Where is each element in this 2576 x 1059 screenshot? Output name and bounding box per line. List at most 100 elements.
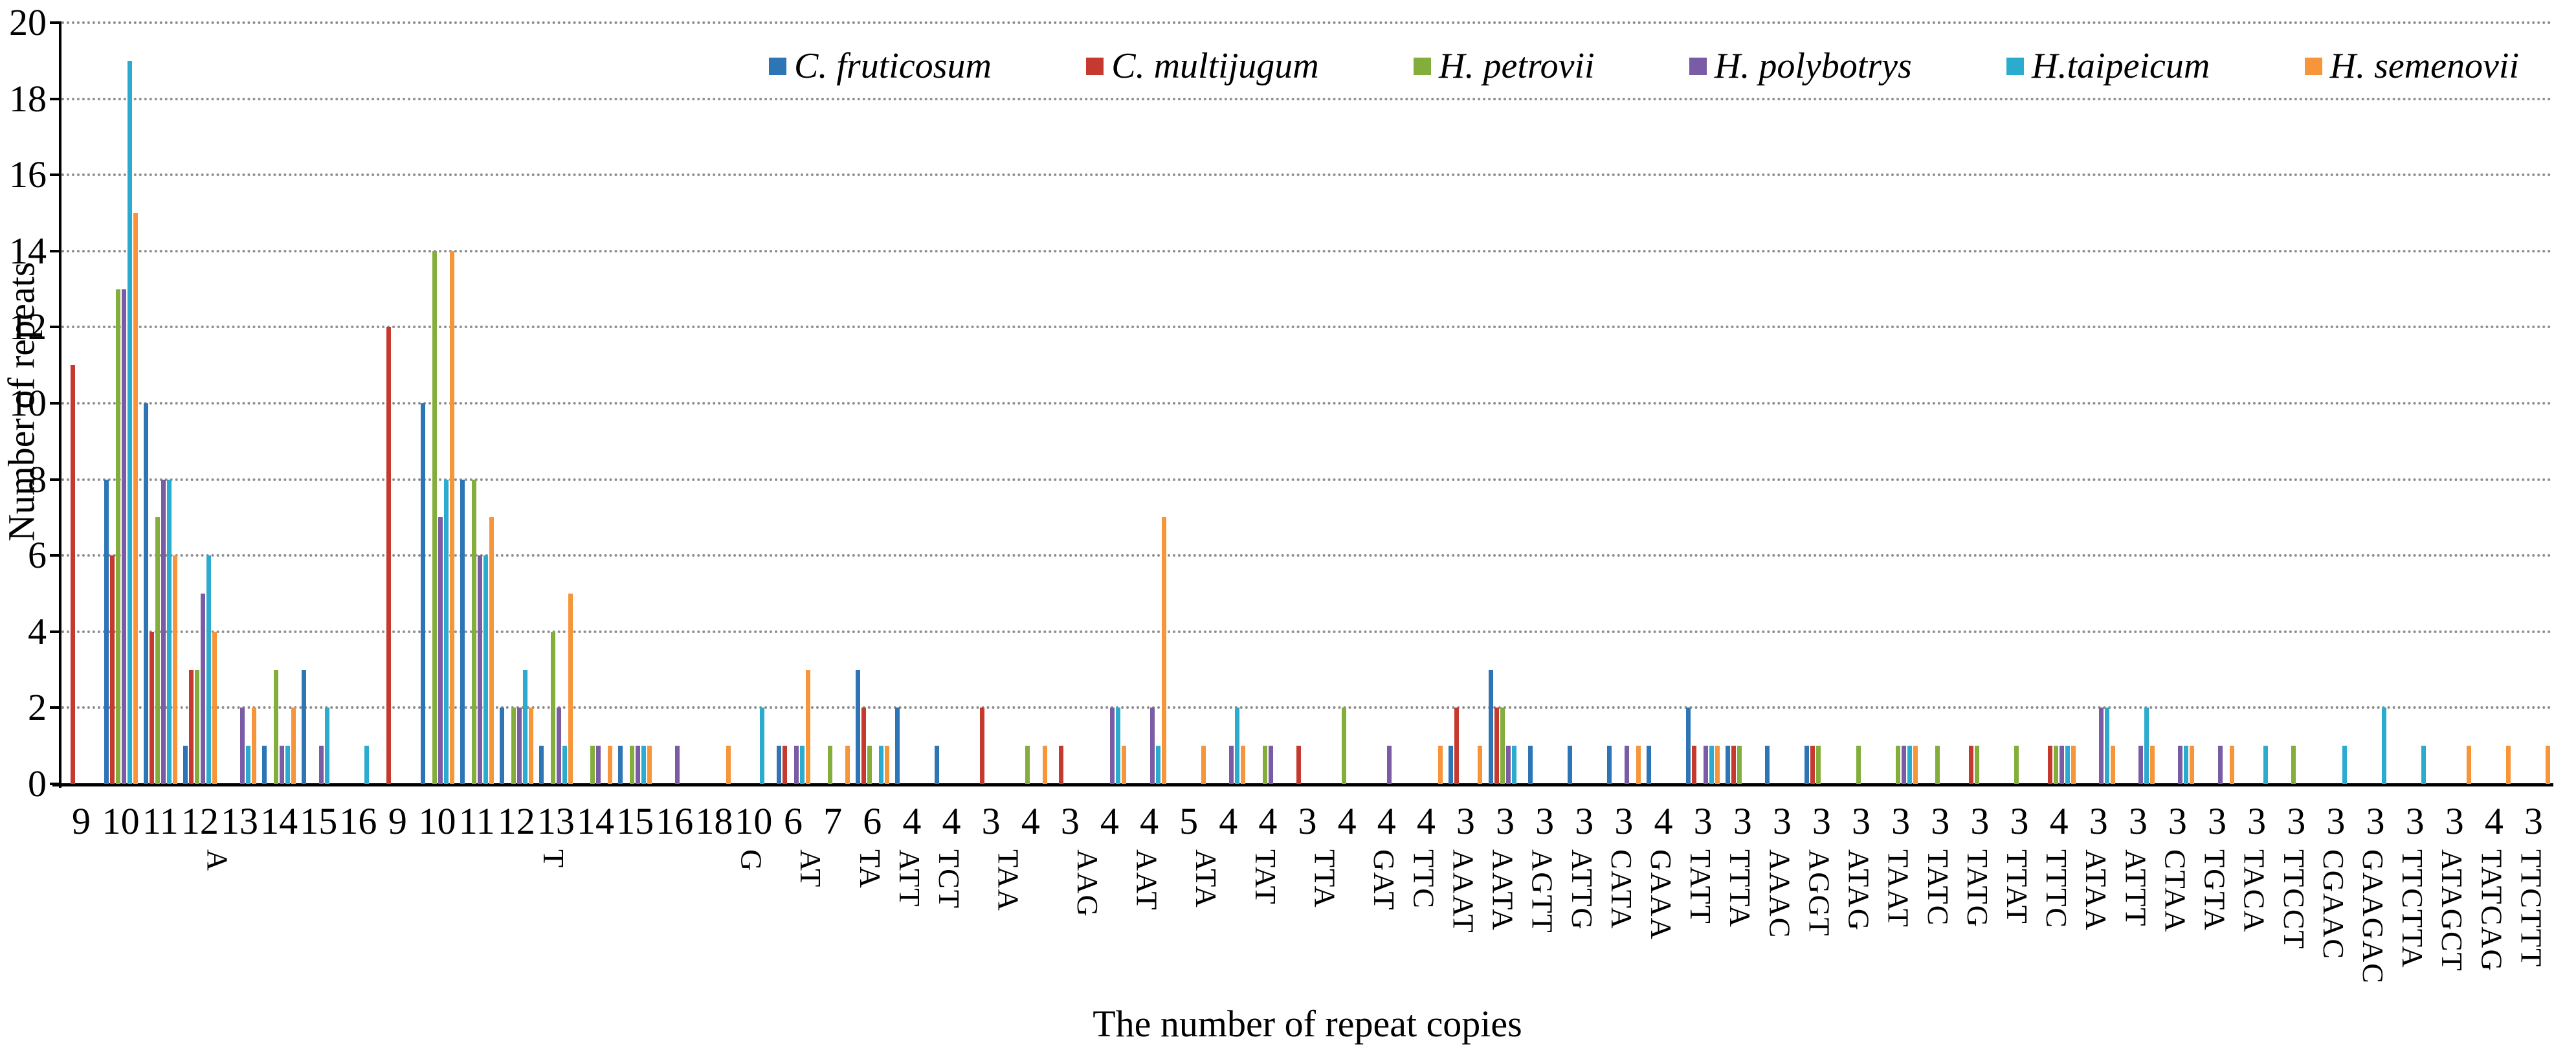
x-copy-number-label: 16 <box>656 800 694 842</box>
x-motif-label-TTCTTT: TTCTTT <box>2515 849 2548 968</box>
x-copy-number-label: 3 <box>1456 800 1475 842</box>
x-copy-number-label: 3 <box>1614 800 1634 842</box>
x-motif-label-AGGT: AGGT <box>1803 849 1836 937</box>
bar-H.-semenovii <box>726 746 731 784</box>
bar-H.-polybotrys <box>319 746 324 784</box>
bar-H.-semenovii <box>2506 746 2511 784</box>
bar-group-TTCTTA-3 <box>2395 23 2435 784</box>
bar-C.-fruticosum <box>1606 746 1612 784</box>
bar-H.-polybotrys <box>2060 746 2065 784</box>
bar-C.-fruticosum <box>776 746 781 784</box>
x-motif-label-CGAAC: CGAAC <box>2316 849 2350 961</box>
x-axis-title: The number of repeat copies <box>1093 1003 1522 1045</box>
bar-H.taipeicum <box>2065 746 2071 784</box>
bar-C.-fruticosum <box>302 669 307 784</box>
bar-group-A-11 <box>140 23 180 784</box>
bar-group-TTCTTT-3 <box>2514 23 2553 784</box>
bar-group-T-13 <box>536 23 575 784</box>
x-copy-number-label: 9 <box>72 800 91 842</box>
y-tick <box>50 554 60 557</box>
x-copy-number-label: 6 <box>863 800 882 842</box>
legend-item-H.-polybotrys: H. polybotrys <box>1689 48 1912 84</box>
bar-H.-semenovii <box>1161 517 1166 784</box>
gridline <box>61 630 2553 633</box>
y-axis-line <box>59 21 61 788</box>
bar-H.-semenovii <box>1122 746 1127 784</box>
bar-group-TACA-3 <box>2237 23 2276 784</box>
bar-C.-fruticosum <box>262 746 267 784</box>
x-motif-label-TAT: TAT <box>1249 849 1282 906</box>
legend-item-H.taipeicum: H.taipeicum <box>2006 48 2210 84</box>
bar-H.taipeicum <box>1116 708 1121 784</box>
x-motif-label-GAAGAC: GAAGAC <box>2357 849 2390 985</box>
bar-H.-semenovii <box>172 555 177 784</box>
x-motif-label-TGTA: TGTA <box>2198 849 2232 931</box>
bar-group-TTA-3 <box>1287 23 1327 784</box>
x-motif-label-ATAA: ATAA <box>2080 849 2113 931</box>
bar-H.-petrovii <box>1342 708 1347 784</box>
bar-H.-semenovii <box>2546 746 2551 784</box>
bar-group-T-9 <box>378 23 417 784</box>
bar-group-AGTT-3 <box>1525 23 1564 784</box>
x-copy-number-label: 6 <box>784 800 803 842</box>
bar-C.-multijugum <box>1968 746 1973 784</box>
x-copy-number-label: 3 <box>2168 800 2187 842</box>
bar-H.taipeicum <box>483 555 488 784</box>
bar-H.-petrovii <box>155 517 160 784</box>
bar-group-TAA-3 <box>972 23 1011 784</box>
bar-H.-polybotrys <box>161 479 166 784</box>
x-motif-label-G: G <box>735 849 768 873</box>
gridline <box>61 554 2553 557</box>
bar-group-A-16 <box>339 23 378 784</box>
bar-H.-petrovii <box>630 746 635 784</box>
legend-swatch <box>2304 57 2322 75</box>
x-motif-label-AATA: AATA <box>1486 849 1520 931</box>
x-motif-label-TATG: TATG <box>1960 849 1994 928</box>
x-motif-label-AAAT: AAAT <box>1447 849 1480 934</box>
bar-H.taipeicum <box>325 708 330 784</box>
bar-H.-polybotrys <box>200 594 205 784</box>
bar-H.-semenovii <box>1715 746 1720 784</box>
x-copy-number-label: 12 <box>497 800 535 842</box>
bar-H.-petrovii <box>550 631 555 784</box>
bar-C.-fruticosum <box>1646 746 1651 784</box>
bar-group-TTA-4 <box>1327 23 1367 784</box>
gridline <box>61 249 2553 252</box>
bar-group-A-9 <box>61 23 101 784</box>
bar-group-G-10 <box>734 23 773 784</box>
bar-H.taipeicum <box>641 746 647 784</box>
bar-H.-polybotrys <box>2217 746 2223 784</box>
bar-group-CGAAC-3 <box>2316 23 2355 784</box>
x-copy-number-label: 13 <box>220 800 258 842</box>
x-motif-label-AAAC: AAAC <box>1763 849 1797 939</box>
bar-group-AT-6 <box>773 23 813 784</box>
x-copy-number-label: 3 <box>2366 800 2385 842</box>
x-motif-label-AGTT: AGTT <box>1526 849 1559 934</box>
bar-group-TAAT-3 <box>1881 23 1920 784</box>
x-copy-number-label: 4 <box>942 800 961 842</box>
legend-label: H.taipeicum <box>2032 46 2210 86</box>
bar-C.-fruticosum <box>1765 746 1770 784</box>
x-motif-label-ATTG: ATTG <box>1565 849 1599 931</box>
x-copy-number-label: 3 <box>2405 800 2425 842</box>
x-motif-label-TAAT: TAAT <box>1882 849 1915 928</box>
bar-group-CATA-3 <box>1604 23 1643 784</box>
bar-C.-fruticosum <box>539 746 544 784</box>
bar-H.taipeicum <box>562 746 567 784</box>
bar-H.taipeicum <box>245 746 250 784</box>
bar-group-GAAA-4 <box>1643 23 1683 784</box>
x-copy-number-label: 3 <box>1575 800 1594 842</box>
x-copy-number-label: 3 <box>1970 800 1990 842</box>
bar-group-ATTT-3 <box>2118 23 2158 784</box>
x-copy-number-label: 4 <box>1219 800 1238 842</box>
bar-group-AT-7 <box>813 23 852 784</box>
x-motif-label-TTCTTA: TTCTTA <box>2396 849 2430 969</box>
x-copy-number-label: 3 <box>1772 800 1792 842</box>
bar-H.-polybotrys <box>1387 746 1392 784</box>
bar-C.-multijugum <box>1454 708 1460 784</box>
x-copy-number-label: 3 <box>981 800 1001 842</box>
bar-group-CTAA-3 <box>2158 23 2197 784</box>
bar-group-TATC-3 <box>1920 23 1960 784</box>
y-tick <box>50 173 60 177</box>
x-copy-number-row: 9 10 11 12 13 14 15 16 9 10 11 12 13 14 15 16 18 10 6 7 6 4 4 3… <box>61 801 2553 843</box>
